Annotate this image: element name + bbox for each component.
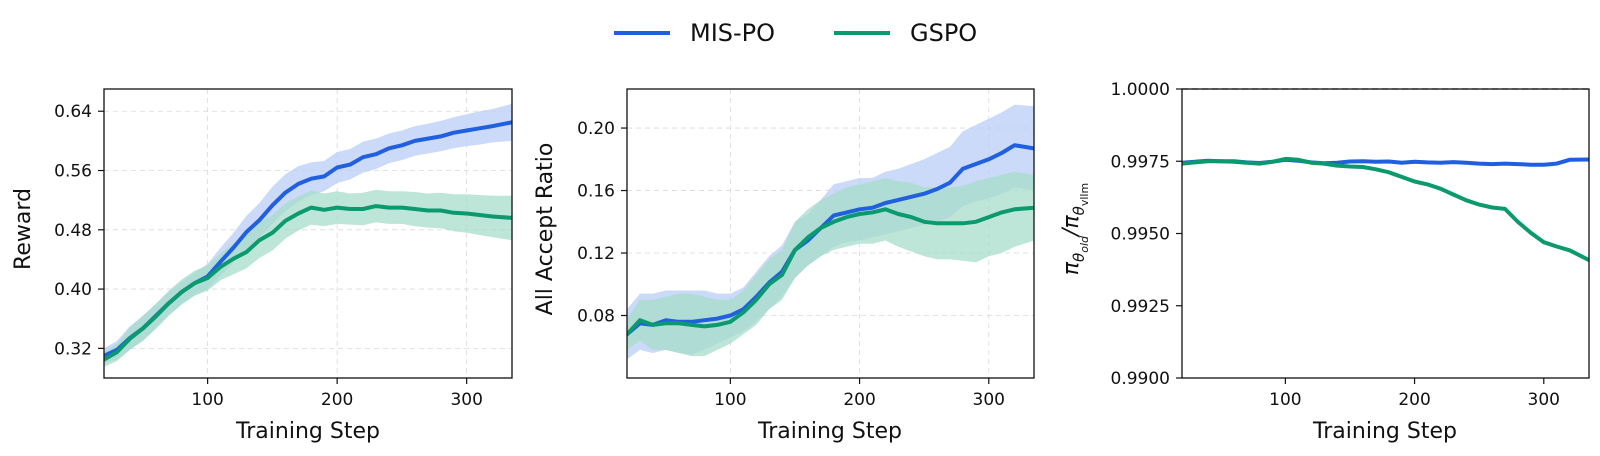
panel-reward-xtick-label-0: 100 <box>191 390 223 410</box>
panel-reward-plot-area <box>104 103 512 367</box>
legend-label-gspo: GSPO <box>910 19 977 47</box>
panel-reward-xlabel: Training Step <box>235 419 380 444</box>
panel-reward-line-mis-po <box>104 120 512 358</box>
panel-accept-ratio-xtick-label-2: 300 <box>973 390 1005 410</box>
panel-accept-ratio-ytick-label-2: 0.16 <box>577 182 615 202</box>
legend: MIS-PO GSPO <box>614 19 977 47</box>
panel-ratio-xtick-label-2: 300 <box>1528 390 1560 410</box>
panel-reward: Reward Training Step 100 200 300 0.32 0.40 0.… <box>11 88 513 444</box>
panel-reward-xtick-label-2: 300 <box>450 390 482 410</box>
panel-ratio-ytick-label-2: 0.9950 <box>1111 225 1170 245</box>
panel-reward-ytick-label-4: 0.64 <box>54 102 92 122</box>
panel-ratio-xtick-label-0: 100 <box>1269 390 1301 410</box>
panel-accept-ratio-band-gspo <box>627 171 1034 357</box>
ylabel-theta-2: θ <box>1070 206 1088 215</box>
panel-accept-ratio-plot-area <box>627 104 1034 360</box>
panel-ratio-plot-area <box>1182 156 1589 263</box>
legend-label-mis-po: MIS-PO <box>690 19 775 47</box>
ylabel-vllm: vllm <box>1078 183 1091 206</box>
panel-ratio-ytick-label-4: 1.0000 <box>1111 80 1170 100</box>
ylabel-pi-1: π <box>1059 261 1084 275</box>
panel-ratio-xtick-label-1: 200 <box>1398 390 1430 410</box>
panel-reward-ytick-label-1: 0.40 <box>54 280 92 300</box>
panel-reward-frame <box>103 88 513 379</box>
panel-reward-line-gspo <box>104 204 512 362</box>
panel-accept-ratio-xlabel: Training Step <box>757 419 902 444</box>
panel-ratio: πθold/πθvllm Training Step 100 200 3000.99… <box>1059 80 1590 444</box>
panel-accept-ratio-ylabel: All Accept Ratio <box>533 143 558 316</box>
panel-accept-ratio-ytick-label-3: 0.20 <box>577 119 615 139</box>
ylabel-old: old <box>1078 235 1091 253</box>
panel-accept-ratio-line-mis-po <box>627 143 1034 337</box>
panel-accept-ratio-ytick-label-1: 0.12 <box>577 244 615 264</box>
panel-reward-band-mis-po <box>104 103 512 364</box>
ylabel-slash-pi: /π <box>1059 215 1084 238</box>
panel-ratio-frame <box>1181 88 1590 379</box>
ylabel-theta-1: θ <box>1070 253 1088 262</box>
panel-reward-ytick-label-3: 0.56 <box>54 162 92 182</box>
panel-ratio-line-gspo <box>1182 156 1589 263</box>
panel-ratio-ytick-label-0: 0.9900 <box>1111 369 1170 389</box>
panel-accept-ratio-frame <box>626 88 1035 379</box>
panel-reward-xtick-label-1: 200 <box>321 390 353 410</box>
panel-reward-ytick-label-2: 0.48 <box>54 221 92 241</box>
panel-ratio-ytick-label-1: 0.9925 <box>1111 297 1170 317</box>
panel-accept-ratio: All Accept Ratio Training Step 100 200 300… <box>533 88 1035 444</box>
panel-reward-ytick-label-0: 0.32 <box>54 339 92 359</box>
panel-accept-ratio-xtick-label-0: 100 <box>714 390 746 410</box>
panel-ratio-xlabel: Training Step <box>1312 419 1457 444</box>
panel-accept-ratio-line-gspo <box>627 205 1034 337</box>
panel-ratio-ylabel: πθold/πθvllm <box>1059 183 1091 275</box>
panel-reward-band-gspo <box>104 189 512 367</box>
panel-reward-ylabel: Reward <box>11 188 36 270</box>
panel-accept-ratio-xtick-label-1: 200 <box>843 390 875 410</box>
panel-ratio-ytick-label-3: 0.9975 <box>1111 152 1170 172</box>
panel-accept-ratio-ytick-label-0: 0.08 <box>577 307 615 327</box>
